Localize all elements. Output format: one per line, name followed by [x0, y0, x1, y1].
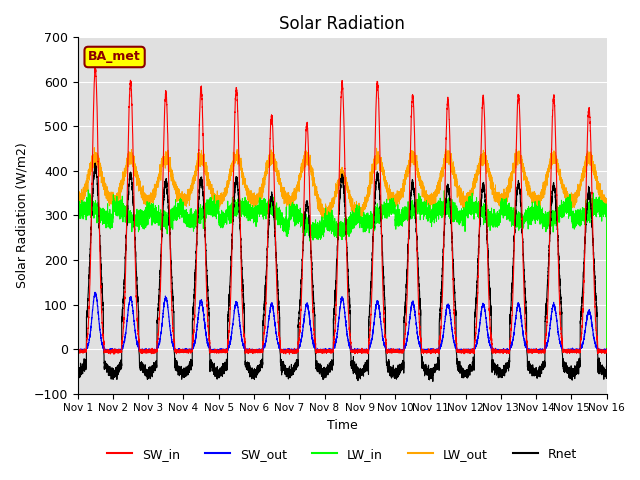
SW_in: [110, 351, 118, 357]
Y-axis label: Solar Radiation (W/m2): Solar Radiation (W/m2): [15, 143, 28, 288]
SW_in: [324, 348, 332, 354]
LW_out: [253, 200, 261, 206]
Text: BA_met: BA_met: [88, 50, 141, 63]
Rnet: [461, 372, 468, 378]
LW_in: [461, 214, 468, 220]
SW_in: [92, 64, 99, 70]
LW_out: [74, 195, 81, 201]
LW_in: [476, 211, 483, 217]
LW_out: [324, 213, 332, 218]
LW_out: [603, 346, 611, 352]
SW_out: [324, 347, 332, 352]
LW_in: [574, 217, 582, 223]
Title: Solar Radiation: Solar Radiation: [279, 15, 405, 33]
SW_in: [74, 348, 81, 353]
LW_in: [603, 346, 611, 352]
Rnet: [429, 379, 436, 384]
SW_in: [476, 225, 483, 230]
SW_in: [461, 347, 468, 353]
SW_out: [461, 347, 468, 353]
Line: Rnet: Rnet: [77, 163, 607, 382]
SW_out: [74, 348, 81, 353]
LW_out: [476, 161, 483, 167]
Rnet: [74, 370, 81, 376]
X-axis label: Time: Time: [327, 419, 358, 432]
Rnet: [253, 370, 261, 376]
SW_out: [253, 347, 261, 352]
Rnet: [476, 231, 483, 237]
LW_in: [74, 222, 81, 228]
LW_out: [580, 160, 588, 166]
SW_out: [603, 346, 611, 352]
LW_in: [580, 211, 588, 217]
Line: LW_in: LW_in: [77, 190, 607, 349]
Legend: SW_in, SW_out, LW_in, LW_out, Rnet: SW_in, SW_out, LW_in, LW_out, Rnet: [102, 443, 582, 466]
SW_in: [253, 348, 261, 354]
Rnet: [574, 360, 582, 366]
Rnet: [580, 251, 588, 256]
SW_out: [91, 289, 99, 295]
Rnet: [92, 160, 99, 166]
LW_in: [84, 187, 92, 193]
SW_in: [603, 346, 611, 352]
LW_out: [461, 202, 468, 207]
SW_out: [574, 347, 582, 353]
SW_in: [574, 348, 582, 354]
Line: SW_out: SW_out: [77, 292, 607, 351]
LW_out: [90, 145, 98, 151]
Line: LW_out: LW_out: [77, 148, 607, 349]
SW_in: [580, 258, 588, 264]
SW_out: [476, 325, 483, 331]
LW_in: [324, 212, 332, 218]
SW_out: [314, 348, 322, 354]
LW_in: [253, 210, 261, 216]
SW_out: [580, 334, 588, 339]
LW_out: [574, 181, 582, 187]
Line: SW_in: SW_in: [77, 67, 607, 354]
Rnet: [603, 346, 611, 352]
Rnet: [324, 368, 332, 373]
